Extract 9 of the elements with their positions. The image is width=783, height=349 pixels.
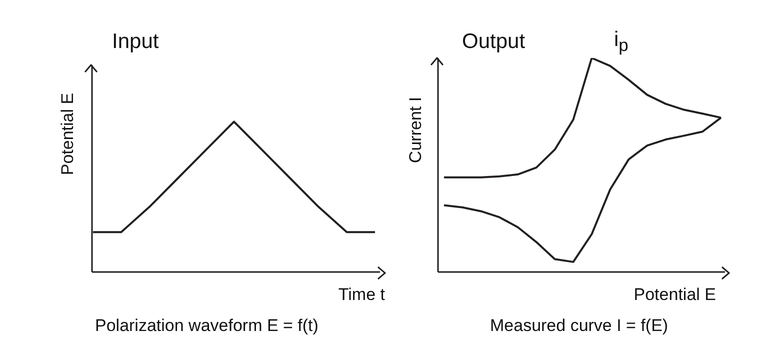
- y-axis-title: Current I: [406, 96, 426, 164]
- x-axis-title: Time t: [338, 285, 385, 305]
- x-axis-title: Potential E: [634, 285, 716, 305]
- text: Polarization waveform E = f(t): [95, 316, 318, 336]
- text: i$_{p}$: [614, 28, 628, 56]
- y-axis-title: Potential E: [58, 92, 78, 176]
- chart-title: Output: [462, 30, 526, 54]
- chart-title: Input: [112, 30, 159, 54]
- text: Measured curve I = f(E): [490, 316, 668, 336]
